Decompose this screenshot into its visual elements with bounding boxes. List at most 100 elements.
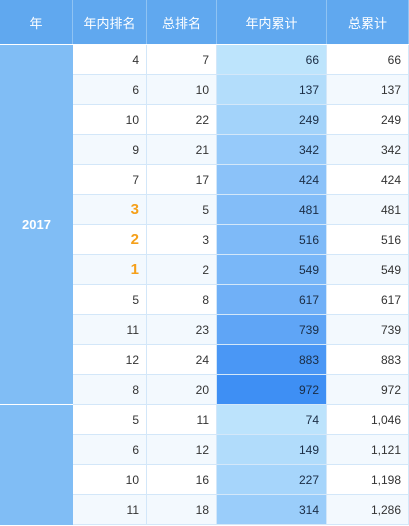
- ytd-cell-value: 314: [298, 502, 319, 517]
- rank-in-year-cell-value: 6: [132, 442, 139, 457]
- total-rank-cell-value: 12: [195, 442, 209, 457]
- total-rank-cell-value: 16: [195, 472, 209, 487]
- ytd-cell: 314: [217, 495, 327, 525]
- ytd-cell-value: 481: [298, 202, 319, 217]
- ytd-cell: 74: [217, 405, 327, 435]
- total-rank-cell-value: 18: [195, 502, 209, 517]
- cumulative-cell: 137: [327, 75, 409, 105]
- ytd-cell: 227: [217, 465, 327, 495]
- total-rank-cell-value: 20: [195, 382, 209, 397]
- ytd-cell: 137: [217, 75, 327, 105]
- total-rank-cell: 18: [147, 495, 217, 525]
- header-cumulative[interactable]: 总累计: [327, 0, 409, 44]
- cumulative-cell-value: 137: [380, 82, 401, 97]
- total-rank-cell-value: 17: [195, 172, 209, 187]
- ytd-cell: 739: [217, 315, 327, 345]
- rank-in-year-cell-value: 11: [126, 502, 139, 517]
- rank-in-year-cell: 10: [73, 105, 147, 135]
- total-rank-cell-value: 24: [195, 352, 209, 367]
- cumulative-cell: 617: [327, 285, 409, 315]
- total-rank-cell: 16: [147, 465, 217, 495]
- total-rank-cell: 21: [147, 135, 217, 165]
- rank-in-year-cell: 7: [73, 165, 147, 195]
- cumulative-cell-value: 516: [380, 232, 401, 247]
- ytd-cell: 424: [217, 165, 327, 195]
- total-rank-cell: 8: [147, 285, 217, 315]
- ytd-cell: 149: [217, 435, 327, 465]
- rank-in-year-cell-value: 12: [125, 352, 139, 367]
- header-ytd[interactable]: 年内累计: [217, 0, 327, 44]
- ytd-cell-value: 227: [298, 472, 319, 487]
- rank-in-year-cell-value: 8: [132, 382, 139, 397]
- cumulative-cell: 481: [327, 195, 409, 225]
- header-rank-in-year[interactable]: 年内排名: [73, 0, 147, 44]
- cumulative-cell-value: 249: [380, 112, 401, 127]
- ytd-cell-value: 516: [298, 232, 319, 247]
- ytd-cell-value: 424: [298, 172, 319, 187]
- rank-in-year-cell-value: 4: [132, 52, 139, 67]
- total-rank-cell: 22: [147, 105, 217, 135]
- total-rank-cell-value: 8: [202, 292, 209, 307]
- year-cell: [0, 405, 73, 526]
- cumulative-cell-value: 972: [380, 382, 401, 397]
- ytd-cell: 66: [217, 45, 327, 75]
- ytd-cell: 883: [217, 345, 327, 375]
- total-rank-cell: 7: [147, 45, 217, 75]
- ytd-cell-value: 249: [298, 112, 319, 127]
- rank-in-year-cell: 10: [73, 465, 147, 495]
- ytd-cell: 342: [217, 135, 327, 165]
- total-rank-cell-value: 22: [195, 112, 209, 127]
- ytd-cell-value: 66: [305, 52, 319, 67]
- ytd-cell-value: 883: [298, 352, 319, 367]
- cumulative-cell: 342: [327, 135, 409, 165]
- header-total-rank[interactable]: 总排名: [147, 0, 217, 44]
- rank-in-year-cell-value: 2: [130, 231, 139, 248]
- rank-in-year-cell-value: 6: [132, 82, 139, 97]
- ytd-cell-value: 149: [298, 442, 319, 457]
- total-rank-cell-value: 3: [202, 232, 209, 247]
- cumulative-cell: 1,198: [327, 465, 409, 495]
- cumulative-cell: 1,121: [327, 435, 409, 465]
- header-year[interactable]: 年: [0, 0, 73, 44]
- rank-in-year-cell-value: 5: [132, 412, 139, 427]
- cumulative-cell: 424: [327, 165, 409, 195]
- cumulative-cell-value: 1,286: [370, 502, 401, 517]
- cumulative-cell-value: 617: [380, 292, 401, 307]
- cumulative-cell: 549: [327, 255, 409, 285]
- ytd-cell-value: 74: [305, 412, 319, 427]
- rank-in-year-cell: 6: [73, 75, 147, 105]
- total-rank-cell-value: 23: [195, 322, 209, 337]
- ytd-cell: 617: [217, 285, 327, 315]
- rank-in-year-cell-value: 10: [125, 472, 139, 487]
- rank-in-year-cell-value: 10: [125, 112, 139, 127]
- rank-in-year-cell: 2: [73, 225, 147, 255]
- total-rank-cell: 20: [147, 375, 217, 405]
- total-rank-cell: 2: [147, 255, 217, 285]
- cumulative-cell: 739: [327, 315, 409, 345]
- ytd-cell-value: 549: [298, 262, 319, 277]
- rank-in-year-cell-value: 5: [132, 292, 139, 307]
- cumulative-cell: 1,046: [327, 405, 409, 435]
- cumulative-cell: 1,286: [327, 495, 409, 525]
- ytd-cell: 549: [217, 255, 327, 285]
- rank-in-year-cell-value: 3: [130, 201, 139, 218]
- total-rank-cell-value: 10: [195, 82, 209, 97]
- rank-in-year-cell-value: 9: [132, 142, 139, 157]
- total-rank-cell: 3: [147, 225, 217, 255]
- ytd-cell-value: 617: [298, 292, 319, 307]
- cumulative-cell-value: 66: [387, 52, 401, 67]
- rank-in-year-cell: 1: [73, 255, 147, 285]
- ytd-cell-value: 137: [298, 82, 319, 97]
- cumulative-cell-value: 1,121: [370, 442, 401, 457]
- cumulative-cell-value: 342: [380, 142, 401, 157]
- cumulative-cell: 516: [327, 225, 409, 255]
- cumulative-cell: 66: [327, 45, 409, 75]
- cumulative-cell-value: 739: [380, 322, 401, 337]
- total-rank-cell: 5: [147, 195, 217, 225]
- rank-in-year-cell: 11: [73, 495, 147, 525]
- rank-in-year-cell-value: 1: [130, 261, 139, 278]
- cumulative-cell-value: 1,046: [370, 412, 401, 427]
- rank-in-year-cell: 12: [73, 345, 147, 375]
- ytd-cell-value: 342: [298, 142, 319, 157]
